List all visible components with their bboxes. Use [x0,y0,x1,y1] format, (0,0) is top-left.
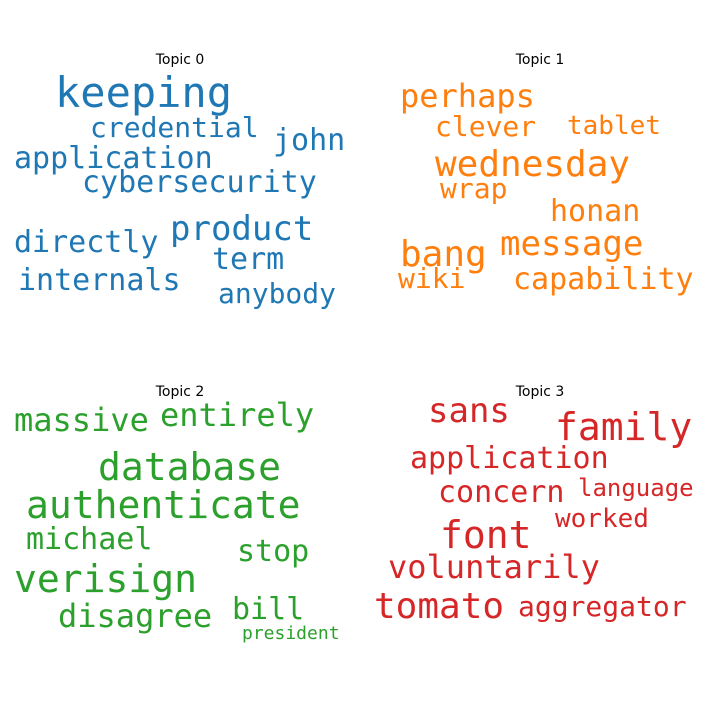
topic-3-panel: Topic 3 sans family application concern lang… [360,332,720,692]
topic-2-word-database: database [98,445,282,489]
topic-0-word-keeping: keeping [55,68,233,117]
topic-0-word-anybody: anybody [218,277,337,310]
topic-2-word-stop: stop [237,534,310,569]
topic-2-word-authenticate: authenticate [26,483,301,527]
topic-1-panel: Topic 1 perhaps clever tablet wednesday wrap… [360,0,720,360]
topic-1-word-wednesday: wednesday [435,144,631,185]
topic-2-title: Topic 2 [155,384,205,400]
topic-3-word-aggregator: aggregator [518,590,687,623]
topic-0-word-cybersecurity: cybersecurity [82,165,317,200]
topic-2-word-michael: michael [26,522,153,557]
topic-3-word-family: family [555,405,693,449]
topic-0-word-john: john [273,123,346,158]
topic-3-word-application: application [410,441,609,476]
topic-1-word-honan: honan [550,194,641,229]
topic-2-word-entirely: entirely [160,396,315,434]
topic-2-word-verisign: verisign [14,557,198,601]
topic-0-word-product: product [170,209,314,249]
topic-0-word-application: application [14,141,213,176]
topic-1-word-clever: clever [435,110,537,143]
topic-0-word-directly: directly [14,225,159,260]
topic-1-word-wrap: wrap [440,172,508,205]
topic-1-title: Topic 1 [515,52,565,68]
topic-1-word-tablet: tablet [567,111,661,141]
topic-1-word-wiki: wiki [398,262,466,295]
topic-3-word-font: font [440,513,532,557]
topic-3-word-sans: sans [428,391,510,431]
topic-3-word-concern: concern [438,475,565,510]
topic-0-title: Topic 0 [155,52,205,68]
topic-0-word-credential: credential [90,111,259,144]
topic-2-word-disagree: disagree [58,597,213,635]
topic-1-word-perhaps: perhaps [400,77,535,115]
topic-0-word-term: term [212,242,285,277]
topic-1-word-message: message [500,224,644,264]
topic-3-word-language: language [578,474,694,502]
topic-2-panel: Topic 2 massive entirely database authentic… [0,332,360,692]
topic-2-word-bill: bill [232,592,305,627]
topic-2-word-president: president [242,623,340,644]
topic-3-word-tomato: tomato [374,586,505,627]
topic-2-word-massive: massive [14,401,149,439]
topic-0-word-internals: internals [18,263,181,298]
topic-3-word-worked: worked [555,504,649,534]
topic-1-word-bang: bang [400,234,487,275]
topic-3-word-voluntarily: voluntarily [388,548,600,586]
topic-0-panel: Topic 0 keeping credential john application… [0,0,360,360]
topic-3-title: Topic 3 [515,384,565,400]
topic-1-word-capability: capability [513,262,694,297]
